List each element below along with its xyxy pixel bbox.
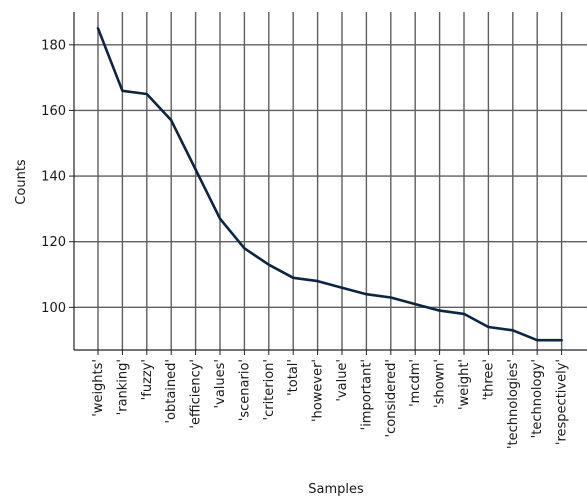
y-axis-title: Counts	[14, 159, 29, 205]
y-tick-label-160: 160	[41, 104, 66, 119]
y-tick-label-140: 140	[41, 170, 66, 185]
x-tick-label-16: 'three'	[481, 359, 496, 401]
series-lines	[96, 27, 563, 342]
x-tick-label-15: 'weight'	[457, 359, 472, 410]
x-tick-label-5: 'values'	[213, 359, 228, 408]
x-tick-label-11: 'important'	[359, 359, 374, 430]
x-tick-label-9: 'however'	[311, 359, 326, 422]
plot-frame	[73, 12, 587, 351]
x-tick-label-10: 'value'	[335, 359, 350, 402]
x-tick-label-17: 'technologies'	[506, 359, 521, 449]
x-tick-label-2: 'fuzzy'	[140, 359, 155, 400]
y-tick-label-120: 120	[41, 235, 66, 250]
x-tick-label-13: 'mcdm'	[408, 359, 423, 407]
x-tick-label-18: 'technology'	[530, 359, 545, 438]
x-tick-label-7: 'criterion'	[262, 359, 277, 421]
y-tick-label-100: 100	[41, 301, 66, 316]
x-tick-label-12: 'considered'	[384, 359, 399, 437]
x-tick-label-19: 'respectively'	[555, 359, 570, 445]
x-tick-label-0: 'weights'	[91, 359, 106, 417]
x-tick-label-14: 'shown'	[433, 359, 448, 408]
x-tick-label-6: 'scenario'	[237, 359, 252, 421]
y-axis: 100 120 140 160 180	[41, 38, 74, 316]
x-tick-label-8: 'total'	[286, 359, 301, 396]
y-tick-label-180: 180	[41, 38, 66, 53]
x-axis: 'weights' 'ranking' 'fuzzy' 'obtained' 'effi…	[91, 350, 570, 449]
x-axis-title: Samples	[308, 482, 364, 497]
gridlines	[74, 12, 587, 350]
series-line-0	[96, 27, 563, 342]
x-tick-label-4: 'efficiency'	[189, 359, 204, 429]
x-tick-label-1: 'ranking'	[115, 359, 130, 415]
x-tick-label-3: 'obtained'	[164, 359, 179, 424]
